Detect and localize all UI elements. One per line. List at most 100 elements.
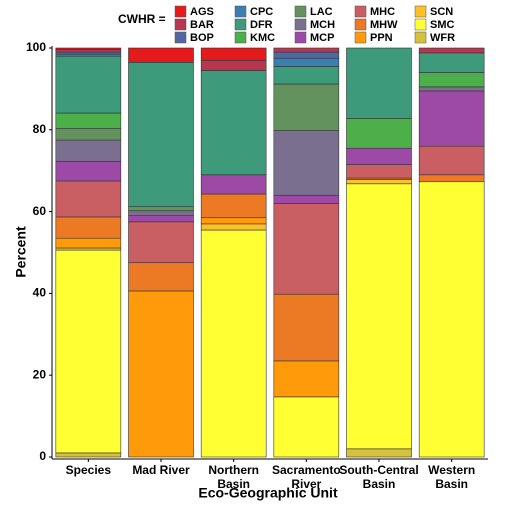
legend-swatch — [234, 18, 247, 31]
x-tick-label: Species — [66, 463, 112, 477]
bar-segment — [273, 194, 340, 204]
y-tick-label: 40 — [33, 286, 47, 300]
legend-label: MHW — [370, 19, 398, 31]
legend-swatch — [234, 5, 247, 18]
legend-swatch — [354, 18, 367, 31]
bar-segment — [55, 55, 122, 114]
y-tick-label: 20 — [33, 367, 47, 381]
bar-segment — [273, 51, 340, 59]
bar-segment — [55, 53, 122, 57]
legend-swatch — [294, 18, 307, 31]
bar-segment — [418, 86, 485, 92]
legend-swatch — [294, 31, 307, 44]
bar-segment — [418, 145, 485, 176]
x-tick-label: Western Basin — [428, 463, 475, 491]
bar-segment — [200, 217, 267, 225]
bar-segment — [55, 160, 122, 182]
bar-segment — [418, 181, 485, 458]
x-tick-label: Mad River — [132, 463, 190, 477]
x-tick-label: Northern Basin — [208, 463, 259, 491]
bar-segment — [200, 59, 267, 71]
bar-segment — [128, 290, 194, 458]
legend-label: PPN — [370, 32, 393, 44]
legend-label: AGS — [190, 6, 214, 18]
legend-title: CWHR = — [118, 12, 166, 26]
legend-label: LAC — [310, 6, 333, 18]
bar-segment — [55, 47, 122, 50]
y-tick-label: 0 — [39, 449, 46, 463]
bar-segment — [418, 174, 485, 183]
legend-label: KMC — [250, 32, 275, 44]
bar-segment — [200, 174, 267, 195]
bar-segment — [200, 229, 267, 458]
bar-segment — [55, 237, 122, 249]
bar-segment — [55, 112, 122, 129]
legend-swatch — [294, 5, 307, 18]
legend-swatch — [414, 31, 427, 44]
bar-segment — [346, 47, 412, 119]
bar-segment — [128, 210, 194, 216]
bar-segment — [418, 52, 485, 73]
legend-swatch — [174, 31, 187, 44]
bar-segment — [55, 249, 122, 454]
y-tick-label: 80 — [33, 122, 47, 136]
bar-segment — [346, 183, 412, 450]
bar-segment — [55, 180, 122, 218]
bar-segment — [128, 206, 194, 212]
bar-segment — [273, 83, 340, 131]
legend-swatch — [354, 31, 367, 44]
y-tick-label: 100 — [26, 40, 46, 54]
bar-segment — [346, 164, 412, 179]
legend-swatch — [174, 5, 187, 18]
bar-segment — [128, 47, 194, 63]
legend-label: DFR — [250, 19, 273, 31]
bar-segment — [200, 70, 267, 176]
bar-segment — [418, 47, 485, 54]
bar-segment — [128, 221, 194, 264]
bar-segment — [418, 90, 485, 147]
bar-segment — [55, 51, 122, 55]
bar-segment — [346, 179, 412, 185]
bar-segment — [273, 396, 340, 458]
bar-segment — [55, 247, 122, 251]
legend-swatch — [234, 31, 247, 44]
legend-label: MCP — [310, 32, 334, 44]
legend-swatch — [354, 5, 367, 18]
bar-segment — [200, 47, 267, 61]
x-tick-label: Sacramento River — [272, 463, 341, 491]
bar-segment — [128, 262, 194, 292]
legend-label: BOP — [190, 32, 214, 44]
bar-segment — [273, 47, 340, 53]
bar-segment — [128, 215, 194, 223]
bar-segment — [200, 223, 267, 231]
bar-segment — [55, 452, 122, 458]
bar-segment — [346, 147, 412, 165]
bar-segment — [273, 203, 340, 295]
legend-label: SCN — [430, 6, 453, 18]
x-axis-title: Eco-Geographic Unit — [198, 485, 338, 501]
bar-segment — [55, 49, 122, 53]
bar-segment — [55, 128, 122, 141]
legend-label: WFR — [430, 32, 455, 44]
bar-segment — [273, 360, 340, 398]
bar-segment — [55, 139, 122, 162]
bar-segment — [346, 448, 412, 458]
legend-label: MCH — [310, 19, 335, 31]
legend-swatch — [414, 5, 427, 18]
bar-segment — [273, 293, 340, 362]
y-axis-title: Percent — [13, 226, 29, 278]
bar-segment — [55, 216, 122, 239]
bar-segment — [273, 57, 340, 67]
bar-segment — [346, 118, 412, 149]
legend-label: BAR — [190, 19, 214, 31]
legend-label: SMC — [430, 19, 455, 31]
legend-label: CPC — [250, 6, 273, 18]
bar-segment — [200, 193, 267, 219]
legend-swatch — [414, 18, 427, 31]
legend-label: MHC — [370, 6, 395, 18]
bar-segment — [128, 62, 194, 207]
x-tick-label: South-Central Basin — [339, 463, 418, 491]
y-tick-label: 60 — [33, 204, 47, 218]
bar-segment — [418, 72, 485, 88]
